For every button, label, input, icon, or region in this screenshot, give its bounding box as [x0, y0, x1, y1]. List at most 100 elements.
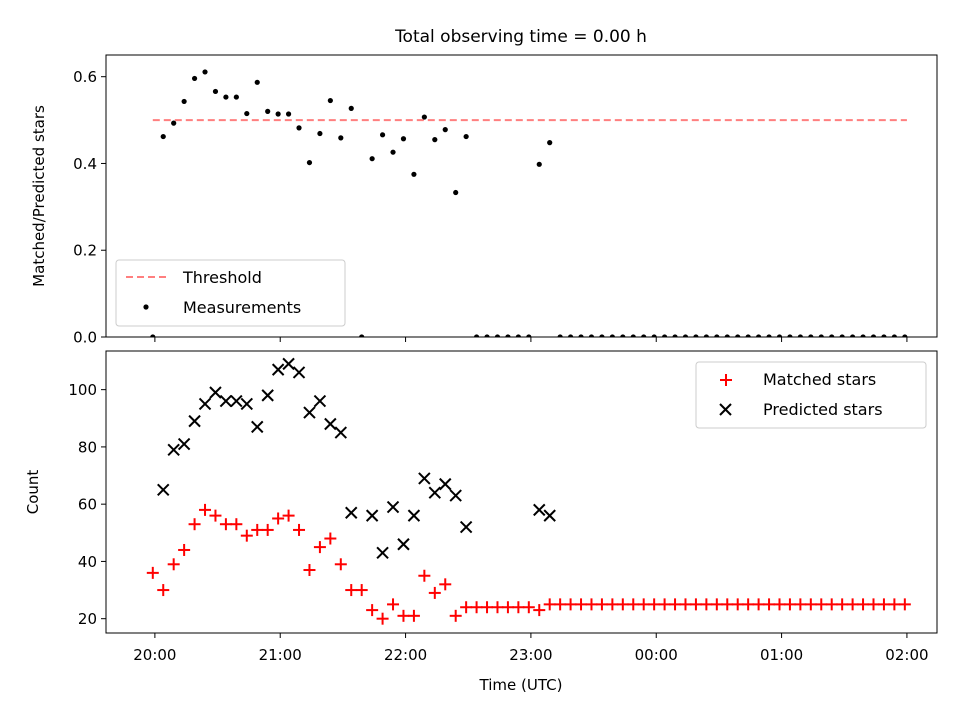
- measurement-point: [902, 334, 908, 337]
- matched-star-point: [595, 598, 608, 611]
- measurement-point: [651, 334, 657, 337]
- ratio-y-tick-label: 0.2: [73, 242, 97, 260]
- matched-star-point: [293, 523, 306, 536]
- predicted-star-point: [345, 506, 358, 519]
- matched-star-point: [773, 598, 786, 611]
- matched-star-point: [460, 601, 473, 614]
- x-tick-label: 01:00: [760, 646, 803, 664]
- measurement-point: [567, 334, 574, 337]
- measurement-point: [881, 334, 887, 337]
- measurement-point: [850, 334, 856, 337]
- matched-star-point: [261, 523, 274, 536]
- measurement-point: [390, 149, 396, 155]
- matched-star-point: [240, 529, 253, 542]
- matched-star-point: [178, 543, 191, 556]
- matched-star-point: [888, 598, 901, 611]
- matched-star-point: [585, 598, 598, 611]
- measurements-legend-swatch: [143, 304, 149, 310]
- measurement-point: [505, 334, 511, 337]
- ratio-x-ticks: [154, 337, 908, 342]
- measurement-point: [359, 334, 365, 337]
- measurement-point: [494, 334, 501, 337]
- x-tick-label: 22:00: [384, 646, 427, 664]
- measurement-point: [150, 334, 156, 337]
- predicted-star-point: [292, 366, 306, 379]
- matched-star-point: [669, 598, 682, 611]
- predicted-star-point: [303, 406, 316, 419]
- measurement-point: [693, 334, 699, 337]
- predicted-star-point: [386, 500, 400, 514]
- predicted-star-point: [157, 483, 170, 497]
- measurement-point: [891, 334, 897, 337]
- predicted-star-point: [271, 363, 285, 376]
- matched-star-point: [512, 601, 525, 614]
- matched-star-point: [334, 558, 347, 571]
- measurement-point: [599, 334, 605, 337]
- matched-star-point: [689, 598, 702, 611]
- matched-star-point: [700, 598, 713, 611]
- measurement-point: [223, 94, 229, 100]
- predicted-legend-swatch: [719, 403, 732, 416]
- measurement-point: [296, 125, 302, 131]
- matched-star-point: [428, 586, 441, 599]
- measurement-point: [714, 334, 720, 337]
- matched-star-point: [522, 601, 535, 614]
- predicted-star-point: [209, 386, 222, 399]
- predicted-star-point: [407, 509, 421, 522]
- predicted-star-point: [365, 509, 379, 522]
- matched-star-point: [199, 503, 212, 516]
- count-y-tick-label: 20: [78, 610, 97, 628]
- predicted-star-point: [449, 489, 462, 502]
- matched-star-point: [794, 598, 807, 611]
- matched-star-point: [752, 598, 765, 611]
- matched-star-point: [376, 612, 389, 625]
- measurement-point: [557, 334, 563, 337]
- measurement-point: [463, 133, 469, 140]
- matched-star-point: [387, 598, 400, 611]
- count-x-axis: 20:00 21:00 22:00 23:00 00:00 01:00 02:00: [133, 633, 929, 664]
- predicted-star-point: [251, 420, 264, 434]
- matched-star-point: [721, 598, 734, 611]
- predicted-star-point: [261, 389, 274, 402]
- matched-star-point: [188, 518, 201, 531]
- matched-star-point: [836, 598, 849, 611]
- predicted-star-point: [439, 477, 452, 491]
- matched-star-point: [783, 598, 796, 611]
- measurement-point: [620, 334, 626, 337]
- measurement-point: [756, 334, 762, 337]
- ratio-panel-frame: [105, 54, 938, 338]
- matched-star-point: [627, 598, 640, 611]
- matched-star-point: [731, 598, 744, 611]
- measurement-point: [745, 334, 751, 337]
- measurement-points: [150, 69, 908, 337]
- measurement-point: [703, 334, 709, 337]
- matched-star-point: [877, 598, 890, 611]
- predicted-star-point: [219, 394, 233, 408]
- measurement-point: [306, 159, 313, 166]
- x-tick-label: 21:00: [259, 646, 302, 664]
- count-y-tick-label: 100: [68, 381, 97, 399]
- measurement-point: [724, 334, 730, 337]
- matched-star-point: [313, 541, 326, 554]
- x-tick-label: 02:00: [885, 646, 928, 664]
- measurement-point: [766, 334, 772, 337]
- matched-star-point: [491, 601, 504, 614]
- measurement-point: [171, 120, 177, 126]
- measurement-point: [515, 334, 521, 337]
- measurement-point: [275, 111, 281, 117]
- measurement-point: [609, 334, 615, 337]
- measurement-point: [860, 334, 866, 337]
- predicted-star-point: [543, 509, 556, 522]
- measurement-point: [244, 110, 250, 117]
- ratio-y-tick-label: 0.0: [73, 329, 97, 347]
- measurement-points-layer: [150, 69, 908, 337]
- predicted-star-point: [397, 538, 410, 551]
- measurement-point: [526, 334, 532, 337]
- x-tick-label: 00:00: [635, 646, 678, 664]
- measurement-point: [672, 334, 678, 337]
- matched-star-point: [407, 609, 420, 622]
- measurement-point: [547, 140, 553, 146]
- matched-legend-label: Matched stars: [763, 370, 876, 389]
- matched-star-point: [616, 598, 629, 611]
